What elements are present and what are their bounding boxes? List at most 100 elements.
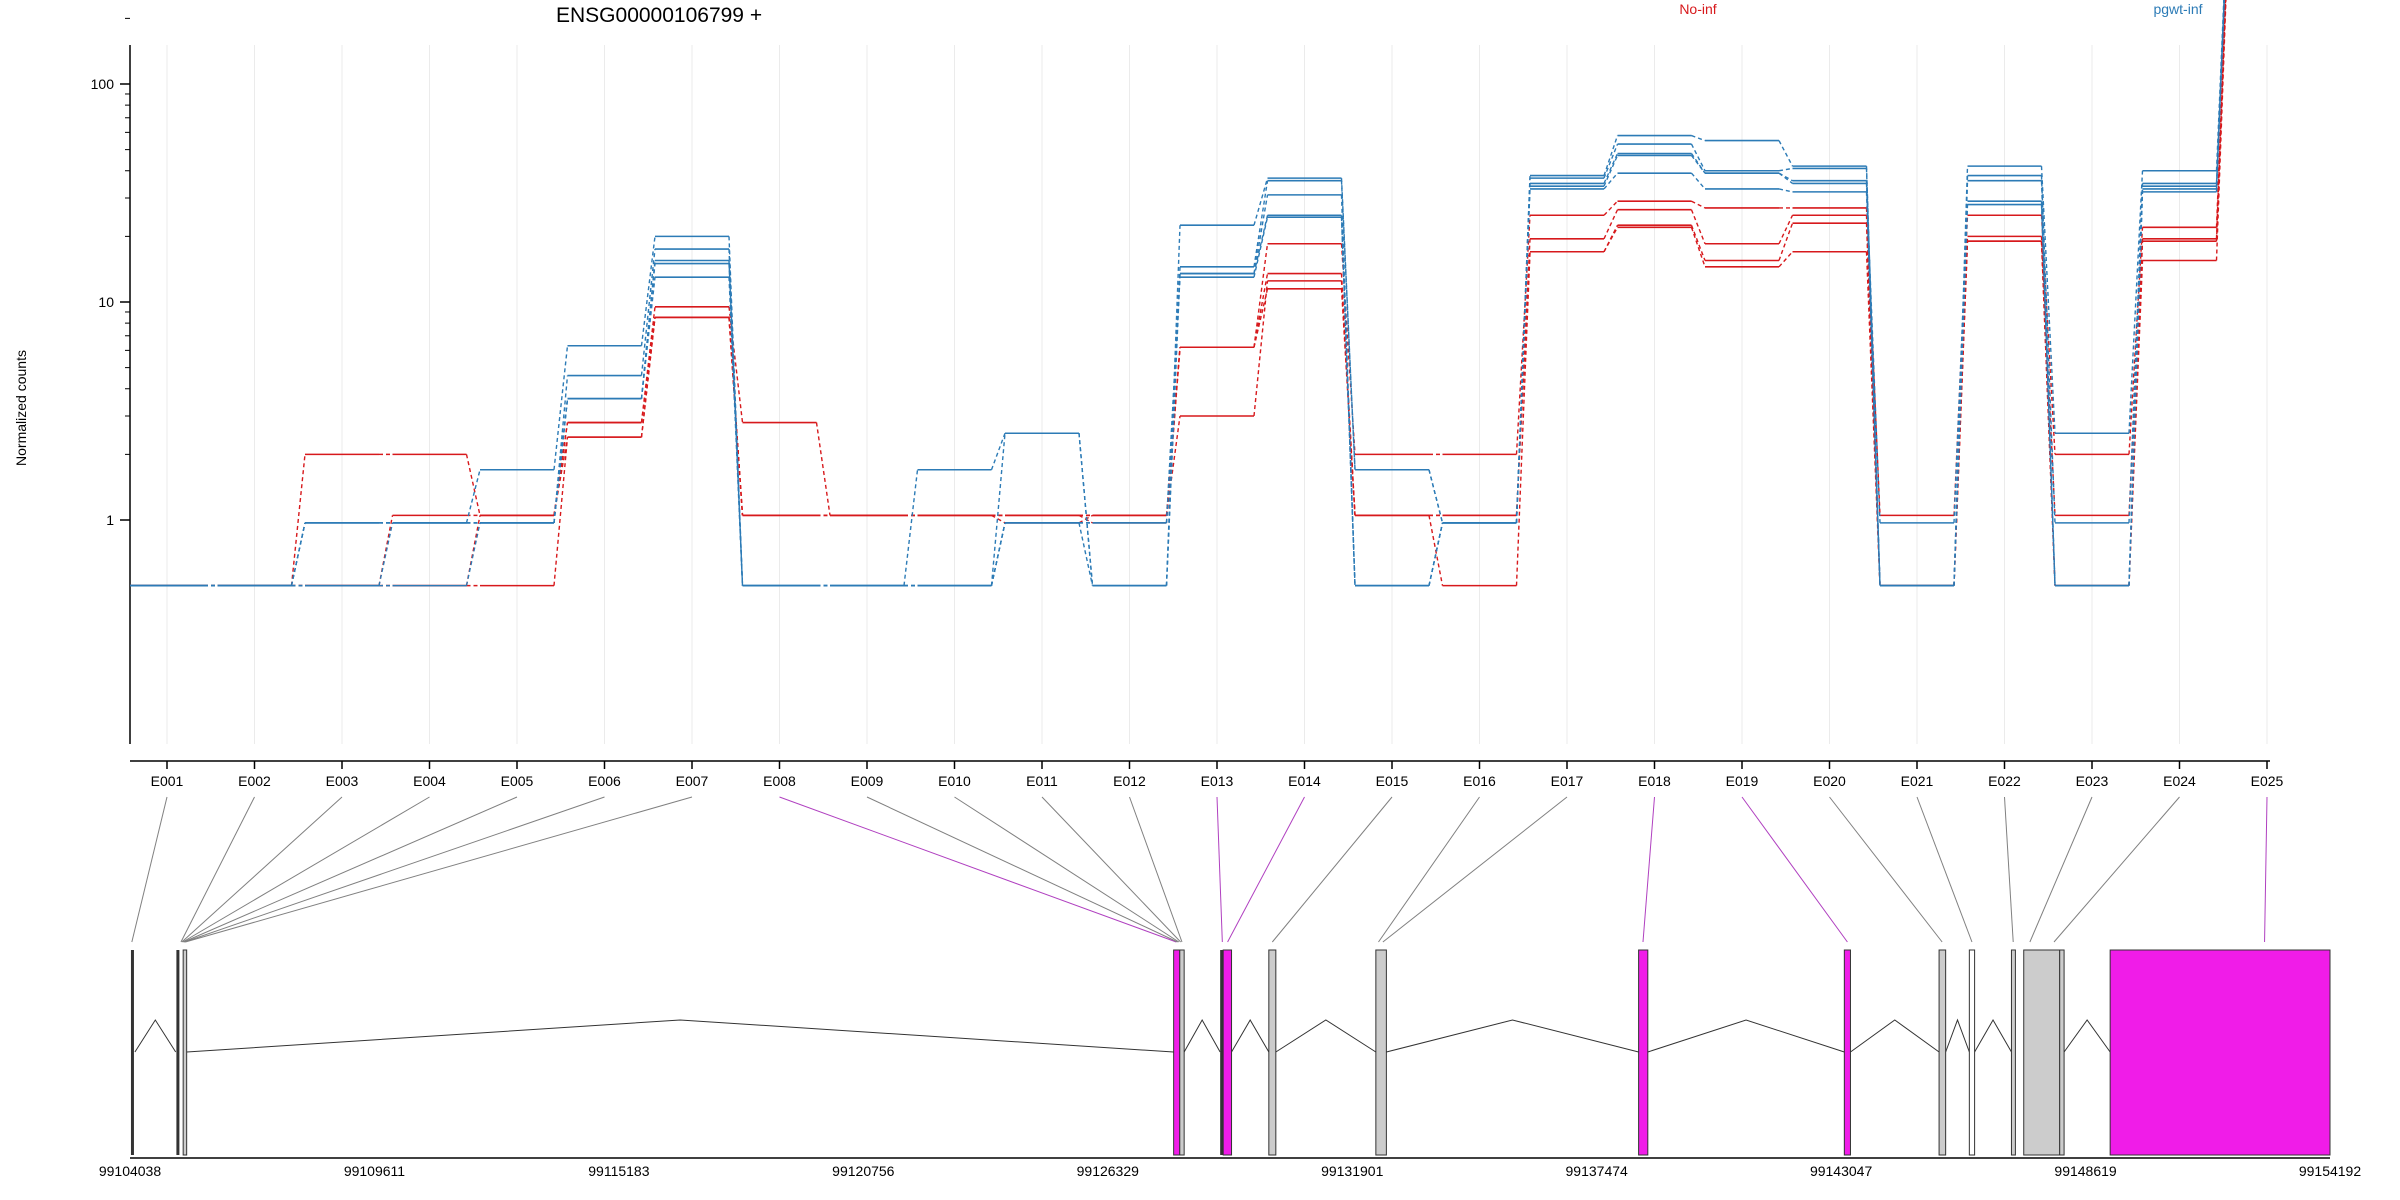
series-5-connector [1078, 433, 1094, 586]
series-0-connector [465, 454, 481, 516]
link-E003 [181, 796, 343, 943]
series-8-connector [990, 522, 1006, 586]
x-tick-label: E020 [1813, 773, 1846, 789]
coordinate-label: 99115183 [588, 1163, 649, 1179]
link-E016 [1378, 796, 1480, 943]
series-4-connector [1165, 225, 1181, 586]
y-tick-label: 100 [91, 76, 115, 92]
series-7-connector [1253, 215, 1269, 274]
link-E007 [185, 796, 693, 943]
series-3-connector [1778, 251, 1794, 268]
intron-4 [1275, 1019, 1377, 1053]
link-E005 [183, 796, 518, 943]
series-4-connector [640, 236, 656, 346]
intron-0 [134, 1019, 177, 1053]
series-4-connector [903, 469, 919, 586]
intron-5 [1386, 1019, 1639, 1053]
intron-8 [1945, 1018, 1970, 1053]
link-E008 [779, 796, 1177, 943]
x-tick-label: E006 [588, 773, 621, 789]
coordinate-label: 99126329 [1077, 1163, 1140, 1179]
link-E015 [1271, 796, 1393, 943]
series-3-connector [1603, 227, 1619, 253]
exon-16 [2109, 949, 2331, 1156]
chart-title: ENSG00000106799 + [556, 4, 762, 27]
series-2-connector [1428, 515, 1444, 586]
exon-7 [1268, 949, 1277, 1156]
exon-3 [1173, 949, 1181, 1156]
x-tick-label: E013 [1201, 773, 1234, 789]
series-1-connector [2040, 236, 2056, 516]
intron-1 [186, 1019, 1174, 1053]
exon-8 [1375, 949, 1387, 1156]
link-E022 [2004, 796, 2014, 943]
series-5-connector [990, 433, 1006, 586]
series-5-connector [1603, 143, 1619, 179]
x-tick-label: E007 [676, 773, 709, 789]
exon-13 [2010, 949, 2016, 1156]
series-8-connector [1165, 277, 1181, 523]
link-E011 [1041, 796, 1182, 943]
coordinate-label: 99143047 [1810, 1163, 1873, 1179]
x-tick-label: E019 [1726, 773, 1759, 789]
exon-6 [1222, 949, 1233, 1156]
link-E014 [1227, 796, 1305, 943]
series-1-connector [378, 515, 394, 586]
exon-10 [1843, 949, 1851, 1156]
intron-lines [134, 1018, 2111, 1053]
series-5-connector [640, 248, 656, 376]
x-tick-label: E017 [1551, 773, 1584, 789]
coordinate-label: 99104038 [99, 1163, 162, 1179]
series-5-connector [1778, 167, 1793, 172]
series-2-connector [1690, 224, 1706, 261]
series-8-connector [2040, 204, 2056, 586]
series-2-connector [991, 514, 1006, 524]
series-8-connector [1865, 191, 1881, 586]
x-tick-label: E024 [2163, 773, 2196, 789]
series-7-connector [1690, 155, 1706, 174]
series-lines [130, 0, 2227, 587]
series-7-connector [1778, 172, 1793, 184]
x-tick-label: E008 [763, 773, 796, 789]
series-3-connector [1078, 514, 1093, 524]
series-0-connector [728, 306, 744, 423]
series-1-connector [1603, 209, 1619, 240]
series-8-connector [553, 398, 569, 523]
series-0-connector [1691, 200, 1706, 209]
series-5-connector [1428, 469, 1444, 524]
link-E020 [1829, 796, 1943, 943]
link-E017 [1382, 796, 1568, 943]
y-tick-label: 1 [106, 512, 114, 528]
series-5-connector [2040, 175, 2056, 523]
x-tick-label: E002 [238, 773, 271, 789]
intron-2 [1183, 1018, 1221, 1053]
exon-11 [1938, 949, 1947, 1156]
exon-bin-links [131, 796, 2268, 943]
x-tick-label: E014 [1288, 773, 1321, 789]
series-8-connector [1690, 172, 1706, 190]
series-0-connector [1603, 200, 1619, 216]
series-8-connector [1515, 188, 1531, 523]
series-4-connector [1253, 177, 1269, 226]
legend-pgwt-inf: pgwt-inf [2153, 1, 2202, 17]
exon-15 [2059, 949, 2065, 1156]
axes [129, 45, 2330, 1159]
series-4-connector [2040, 166, 2056, 434]
link-E001 [131, 796, 168, 943]
series-4-connector [465, 469, 481, 524]
series-6-connector [1690, 153, 1706, 174]
series-8-connector [1340, 217, 1356, 586]
genome-coordinate-ticks: 99104038 99109611 99115183 99120756 99126329… [99, 1163, 2362, 1179]
link-E019 [1741, 796, 1848, 943]
exon-boxes [130, 949, 2331, 1156]
series-3-connector [2128, 260, 2144, 586]
link-E010 [954, 796, 1180, 943]
series-5-connector [1690, 143, 1706, 172]
coordinate-label: 99120756 [832, 1163, 895, 1179]
x-tick-label: E021 [1901, 773, 1934, 789]
y-tick-label: 10 [98, 294, 114, 310]
exon-12 [1968, 949, 1976, 1156]
intron-3 [1231, 1019, 1270, 1053]
series-5-connector [1340, 180, 1356, 470]
